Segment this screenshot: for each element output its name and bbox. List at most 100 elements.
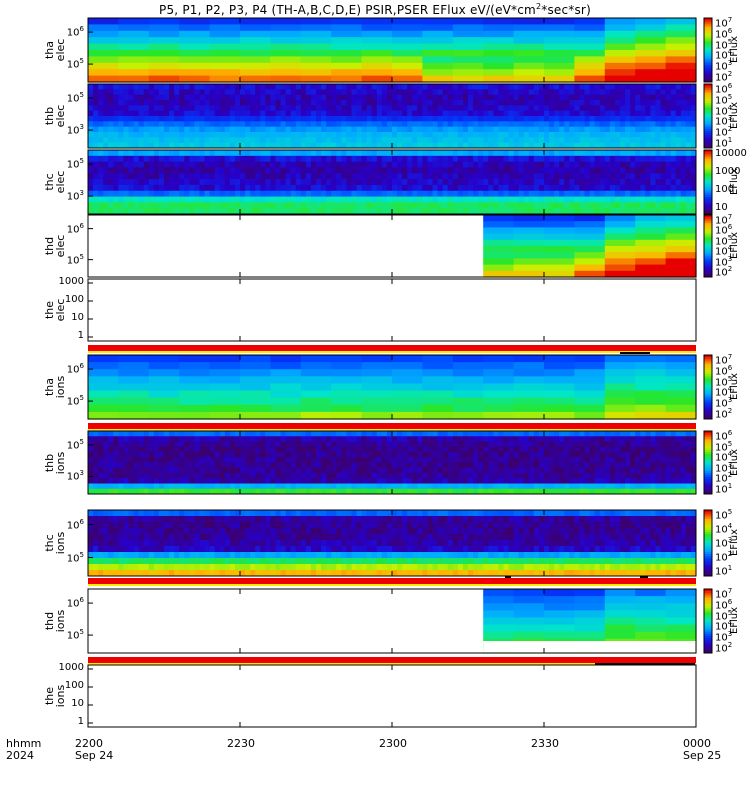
heatmap-cell: [255, 196, 261, 203]
heatmap-cell: [518, 142, 525, 149]
heatmap-cell: [361, 190, 368, 198]
heatmap-cell: [665, 457, 672, 463]
heatmap-cell: [452, 196, 459, 203]
heatmap-cell: [326, 467, 332, 474]
heatmap-cell: [310, 155, 317, 163]
heatmap-cell: [143, 121, 150, 128]
heatmap-cell: [153, 483, 160, 490]
heatmap-cell: [665, 50, 697, 57]
heatmap-cell: [376, 132, 383, 138]
heatmap-cell: [123, 161, 130, 168]
heatmap-cell: [483, 376, 515, 385]
heatmap-cell: [300, 446, 307, 453]
heatmap-cell: [523, 100, 530, 106]
heatmap-cell: [554, 84, 560, 90]
heatmap-cell: [432, 431, 439, 437]
heatmap-cell: [265, 184, 271, 192]
colorbar-cell: [704, 466, 712, 470]
heatmap-cell: [518, 457, 525, 463]
heatmap-cell: [214, 155, 221, 163]
heatmap-cell: [655, 208, 662, 215]
heatmap-cell: [148, 69, 180, 77]
heatmap-cell: [179, 161, 185, 168]
heatmap-cell: [148, 184, 155, 192]
heatmap-cell: [103, 179, 109, 186]
heatmap-cell: [326, 89, 332, 96]
colorbar-frame: [703, 214, 713, 278]
heatmap-cell: [376, 488, 383, 495]
heatmap-cell: [270, 179, 276, 186]
heatmap-cell: [158, 161, 165, 168]
heatmap-cell: [209, 457, 216, 463]
heatmap-cell: [240, 50, 271, 57]
heatmap-cell: [630, 84, 636, 90]
heatmap-cell: [209, 50, 241, 57]
heatmap-cell: [584, 167, 591, 174]
heatmap-cell: [554, 167, 560, 174]
heatmap-cell: [361, 161, 368, 168]
heatmap-cell: [128, 137, 135, 144]
heatmap-cell: [300, 89, 307, 96]
heatmap-cell: [356, 173, 363, 180]
heatmap-cell: [356, 121, 363, 128]
heatmap-cell: [300, 184, 307, 192]
heatmap-cell: [432, 446, 439, 453]
heatmap-cell: [589, 488, 596, 495]
heatmap-cell: [645, 483, 651, 490]
heatmap-cell: [599, 100, 606, 106]
heatmap-cell: [224, 441, 231, 448]
heatmap-cell: [544, 167, 550, 174]
heatmap-cell: [179, 397, 211, 406]
colorbar-cell: [704, 221, 712, 224]
heatmap-cell: [670, 121, 677, 128]
heatmap-cell: [630, 150, 636, 157]
heatmap-cell: [199, 446, 206, 453]
heatmap-cell: [270, 137, 276, 144]
heatmap-cell: [690, 84, 697, 90]
heatmap-cell: [331, 37, 363, 45]
heatmap-cell: [184, 142, 190, 149]
heatmap-cell: [305, 483, 312, 490]
heatmap-cell: [199, 457, 206, 463]
heatmap-cell: [427, 441, 434, 448]
heatmap-cell: [533, 202, 540, 209]
heatmap-cell: [224, 457, 231, 463]
heatmap-cell: [564, 478, 570, 484]
heatmap-cell: [128, 184, 135, 192]
heatmap-cell: [250, 483, 256, 490]
heatmap-cell: [660, 84, 667, 90]
heatmap-cell: [219, 441, 226, 448]
heatmap-cell: [138, 126, 145, 133]
heatmap-cell: [88, 446, 94, 453]
heatmap-cell: [245, 184, 251, 192]
heatmap-cell: [199, 142, 206, 149]
heatmap-cell: [468, 100, 474, 106]
heatmap-cell: [346, 84, 352, 90]
heatmap-cell: [366, 473, 373, 479]
heatmap-cell: [194, 161, 200, 168]
heatmap-cell: [386, 462, 393, 469]
heatmap-cell: [655, 84, 662, 90]
heatmap-cell: [620, 431, 626, 437]
heatmap-cell: [655, 473, 662, 479]
colorbar-cell: [704, 395, 712, 399]
heatmap-cell: [376, 121, 383, 128]
heatmap-cell: [194, 452, 200, 458]
heatmap-cell: [513, 137, 520, 144]
heatmap-cell: [528, 190, 535, 198]
heatmap-cell: [148, 190, 155, 198]
heatmap-cell: [427, 190, 434, 198]
heatmap-cell: [326, 196, 332, 203]
heatmap-cell: [604, 62, 636, 70]
heatmap-cell: [275, 161, 282, 168]
heatmap-cell: [270, 167, 276, 174]
heatmap-cell: [392, 483, 398, 490]
heatmap-cell: [513, 215, 545, 222]
heatmap-cell: [665, 173, 672, 180]
heatmap-cell: [224, 478, 231, 484]
heatmap-cell: [305, 452, 312, 458]
heatmap-cell: [331, 362, 363, 370]
heatmap-cell: [468, 94, 474, 101]
heatmap-cell: [483, 30, 515, 38]
colorbar-cell: [704, 270, 712, 274]
